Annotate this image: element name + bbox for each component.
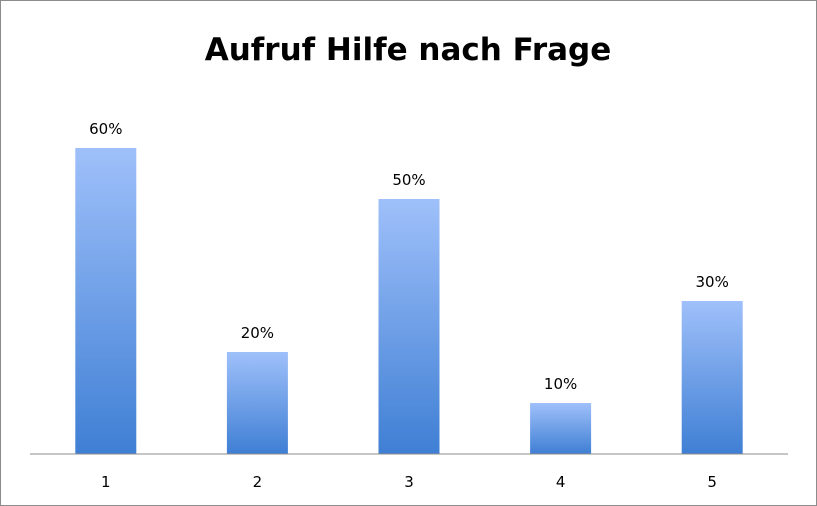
data-labels-layer: 60% 20% 50% 10% 30% [89,120,729,393]
bar-3 [378,199,440,454]
bar-5 [681,301,743,454]
data-label-2: 20% [241,324,274,342]
x-tick-label-1: 1 [101,473,111,491]
data-label-1: 60% [89,120,122,138]
x-axis-ticks-layer: 1 2 3 4 5 [101,473,717,491]
data-label-4: 10% [544,375,577,393]
data-label-5: 30% [696,273,729,291]
x-tick-label-4: 4 [556,473,566,491]
bar-4 [530,403,592,454]
chart-title: Aufruf Hilfe nach Frage [205,32,612,68]
x-tick-label-5: 5 [707,473,717,491]
bar-2 [226,352,288,454]
x-tick-label-2: 2 [253,473,263,491]
data-label-3: 50% [392,171,425,189]
bars-layer [75,148,743,454]
x-tick-label-3: 3 [404,473,414,491]
bar-1 [75,148,137,454]
